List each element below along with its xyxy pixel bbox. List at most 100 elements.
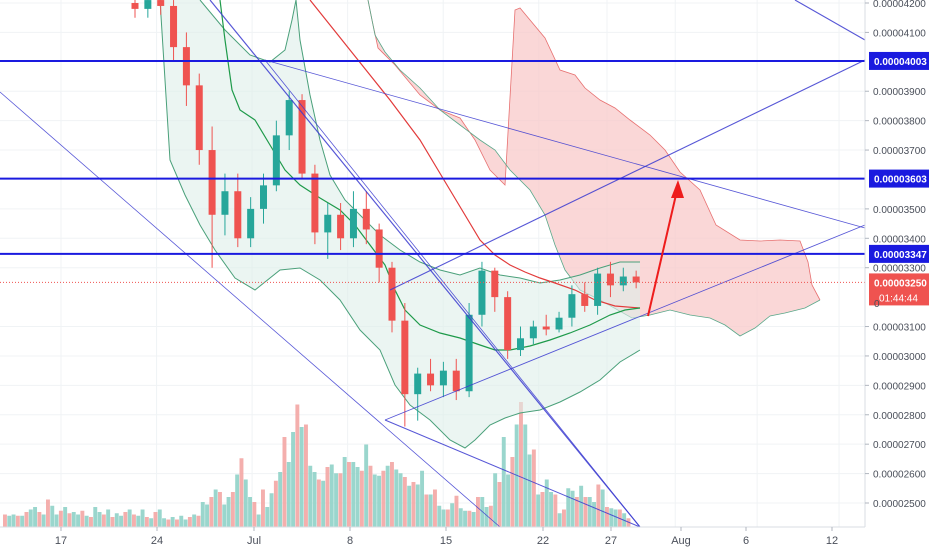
volume-bar — [11, 514, 16, 527]
trendline — [209, 0, 641, 528]
candle-body — [170, 5, 178, 48]
volume-bar — [420, 470, 425, 527]
volume-bar — [37, 512, 42, 527]
volume-bar — [136, 515, 141, 527]
candle-body — [452, 370, 460, 392]
volume-bar — [501, 437, 506, 527]
volume-bar — [41, 514, 46, 527]
price-tick-label: 0.00002700 — [873, 440, 926, 451]
volume-bar — [205, 504, 210, 527]
candle-body — [208, 150, 216, 215]
price-tick-label: 0.00002600 — [873, 470, 926, 481]
volume-bar — [372, 474, 377, 527]
candle-body — [439, 370, 447, 386]
volume-bar — [58, 510, 63, 527]
level-price-tag — [869, 244, 929, 263]
volume-bar — [484, 507, 489, 527]
projection-arrow — [647, 180, 684, 317]
price-tick-label: 0.00002900 — [873, 381, 926, 392]
candle-body — [324, 214, 332, 233]
volume-bar — [71, 512, 76, 527]
candle-body — [568, 294, 576, 318]
volume-bar — [222, 504, 227, 527]
candle-body — [581, 294, 589, 306]
volume-bar — [84, 515, 89, 527]
volume-bar — [196, 515, 201, 527]
time-tick-label: 8 — [347, 535, 353, 547]
volume-bar — [175, 519, 179, 527]
candle-body — [555, 317, 563, 330]
volume-bar — [519, 402, 523, 527]
volume-bar — [278, 472, 283, 527]
volume-bar — [445, 509, 450, 527]
countdown-label: 01:44:44 — [879, 293, 918, 304]
cloud-fill — [368, 0, 820, 336]
time-tick-label: 22 — [537, 535, 549, 547]
level-price-label: 0.00003347 — [874, 250, 927, 261]
volume-bar — [63, 507, 68, 527]
volume-bar — [527, 454, 532, 527]
volume-bar — [89, 517, 93, 527]
candle-body — [260, 185, 267, 209]
volume-bar — [110, 517, 115, 527]
volume-bar — [76, 514, 81, 527]
volume-bar — [316, 479, 321, 527]
trendline — [384, 224, 866, 421]
volume-bar — [28, 509, 33, 527]
volume-bar — [248, 497, 253, 527]
volume-bar — [256, 514, 261, 527]
volume-bar — [261, 489, 265, 527]
volume-bar — [428, 494, 433, 527]
candle-body — [542, 326, 550, 330]
candle-body — [349, 208, 357, 239]
candle-body — [298, 100, 306, 174]
candle-body — [606, 273, 614, 286]
candle-body — [195, 85, 203, 151]
volume-bar — [269, 493, 274, 527]
level-price-tag — [869, 51, 929, 70]
time-tick-label: 12 — [826, 535, 838, 547]
volume-bar — [157, 509, 162, 527]
candle-body — [594, 273, 602, 306]
volume-bar — [364, 444, 369, 527]
volume-bar — [153, 512, 158, 527]
volume-bar — [450, 503, 455, 527]
candle-body — [388, 267, 396, 321]
volume-bar — [282, 437, 287, 527]
candle-body — [131, 3, 139, 9]
time-axis: 17 24 Jul 8 15 22 27 Aug 6 12 — [0, 526, 865, 550]
volume-bar — [540, 492, 545, 527]
volume-bar — [510, 457, 515, 527]
volume-bar — [46, 499, 50, 527]
volume-bar — [24, 512, 29, 527]
volume-bar — [239, 458, 244, 527]
trendline — [389, 59, 866, 291]
volume-bar — [144, 517, 149, 527]
volume-bar — [209, 497, 214, 527]
arrow-shaft — [647, 185, 679, 317]
candle-body — [529, 326, 537, 339]
volume-bar — [411, 482, 416, 527]
candle-body — [504, 297, 512, 351]
volume-bar — [549, 492, 554, 527]
volume-bar — [583, 497, 588, 527]
time-axis-bg — [0, 527, 865, 550]
volume-bar — [3, 514, 7, 527]
volume-bar — [321, 480, 326, 527]
volume-bar — [33, 507, 38, 527]
volume-bar — [600, 489, 605, 527]
volume-bar — [235, 474, 240, 527]
volume-bars — [3, 402, 631, 527]
volume-bar — [187, 517, 192, 527]
volume-bar — [162, 518, 167, 527]
candle-body — [362, 208, 370, 230]
candle-body — [247, 208, 255, 239]
candle-body — [285, 100, 293, 136]
volume-bar — [123, 512, 128, 527]
volume-bar — [471, 512, 476, 527]
volume-bar — [531, 449, 536, 527]
volume-bar — [265, 507, 270, 527]
horizontal-levels — [0, 59, 865, 283]
volume-bar — [80, 510, 85, 527]
